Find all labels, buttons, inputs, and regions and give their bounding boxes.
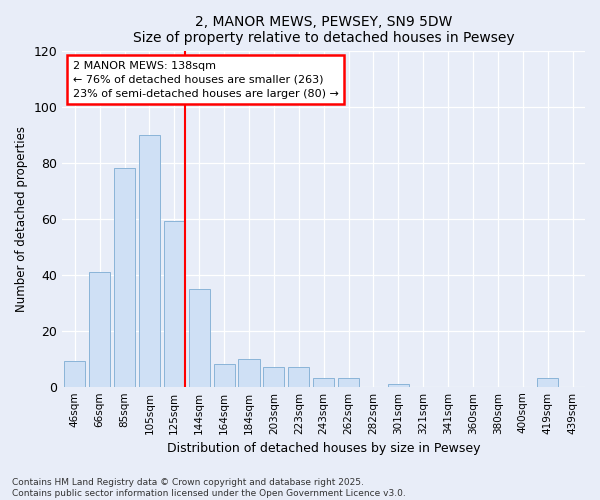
Bar [139,134,160,386]
Bar [313,378,334,386]
Bar [537,378,558,386]
Bar [188,288,210,386]
Bar [164,222,185,386]
Bar [288,367,310,386]
Bar [214,364,235,386]
Bar [89,272,110,386]
Text: 2 MANOR MEWS: 138sqm
← 76% of detached houses are smaller (263)
23% of semi-deta: 2 MANOR MEWS: 138sqm ← 76% of detached h… [73,60,338,98]
Bar [338,378,359,386]
Text: Contains HM Land Registry data © Crown copyright and database right 2025.
Contai: Contains HM Land Registry data © Crown c… [12,478,406,498]
Title: 2, MANOR MEWS, PEWSEY, SN9 5DW
Size of property relative to detached houses in P: 2, MANOR MEWS, PEWSEY, SN9 5DW Size of p… [133,15,514,45]
Bar [238,358,260,386]
Bar [263,367,284,386]
Bar [64,362,85,386]
Bar [388,384,409,386]
Bar [114,168,135,386]
Y-axis label: Number of detached properties: Number of detached properties [15,126,28,312]
X-axis label: Distribution of detached houses by size in Pewsey: Distribution of detached houses by size … [167,442,481,455]
